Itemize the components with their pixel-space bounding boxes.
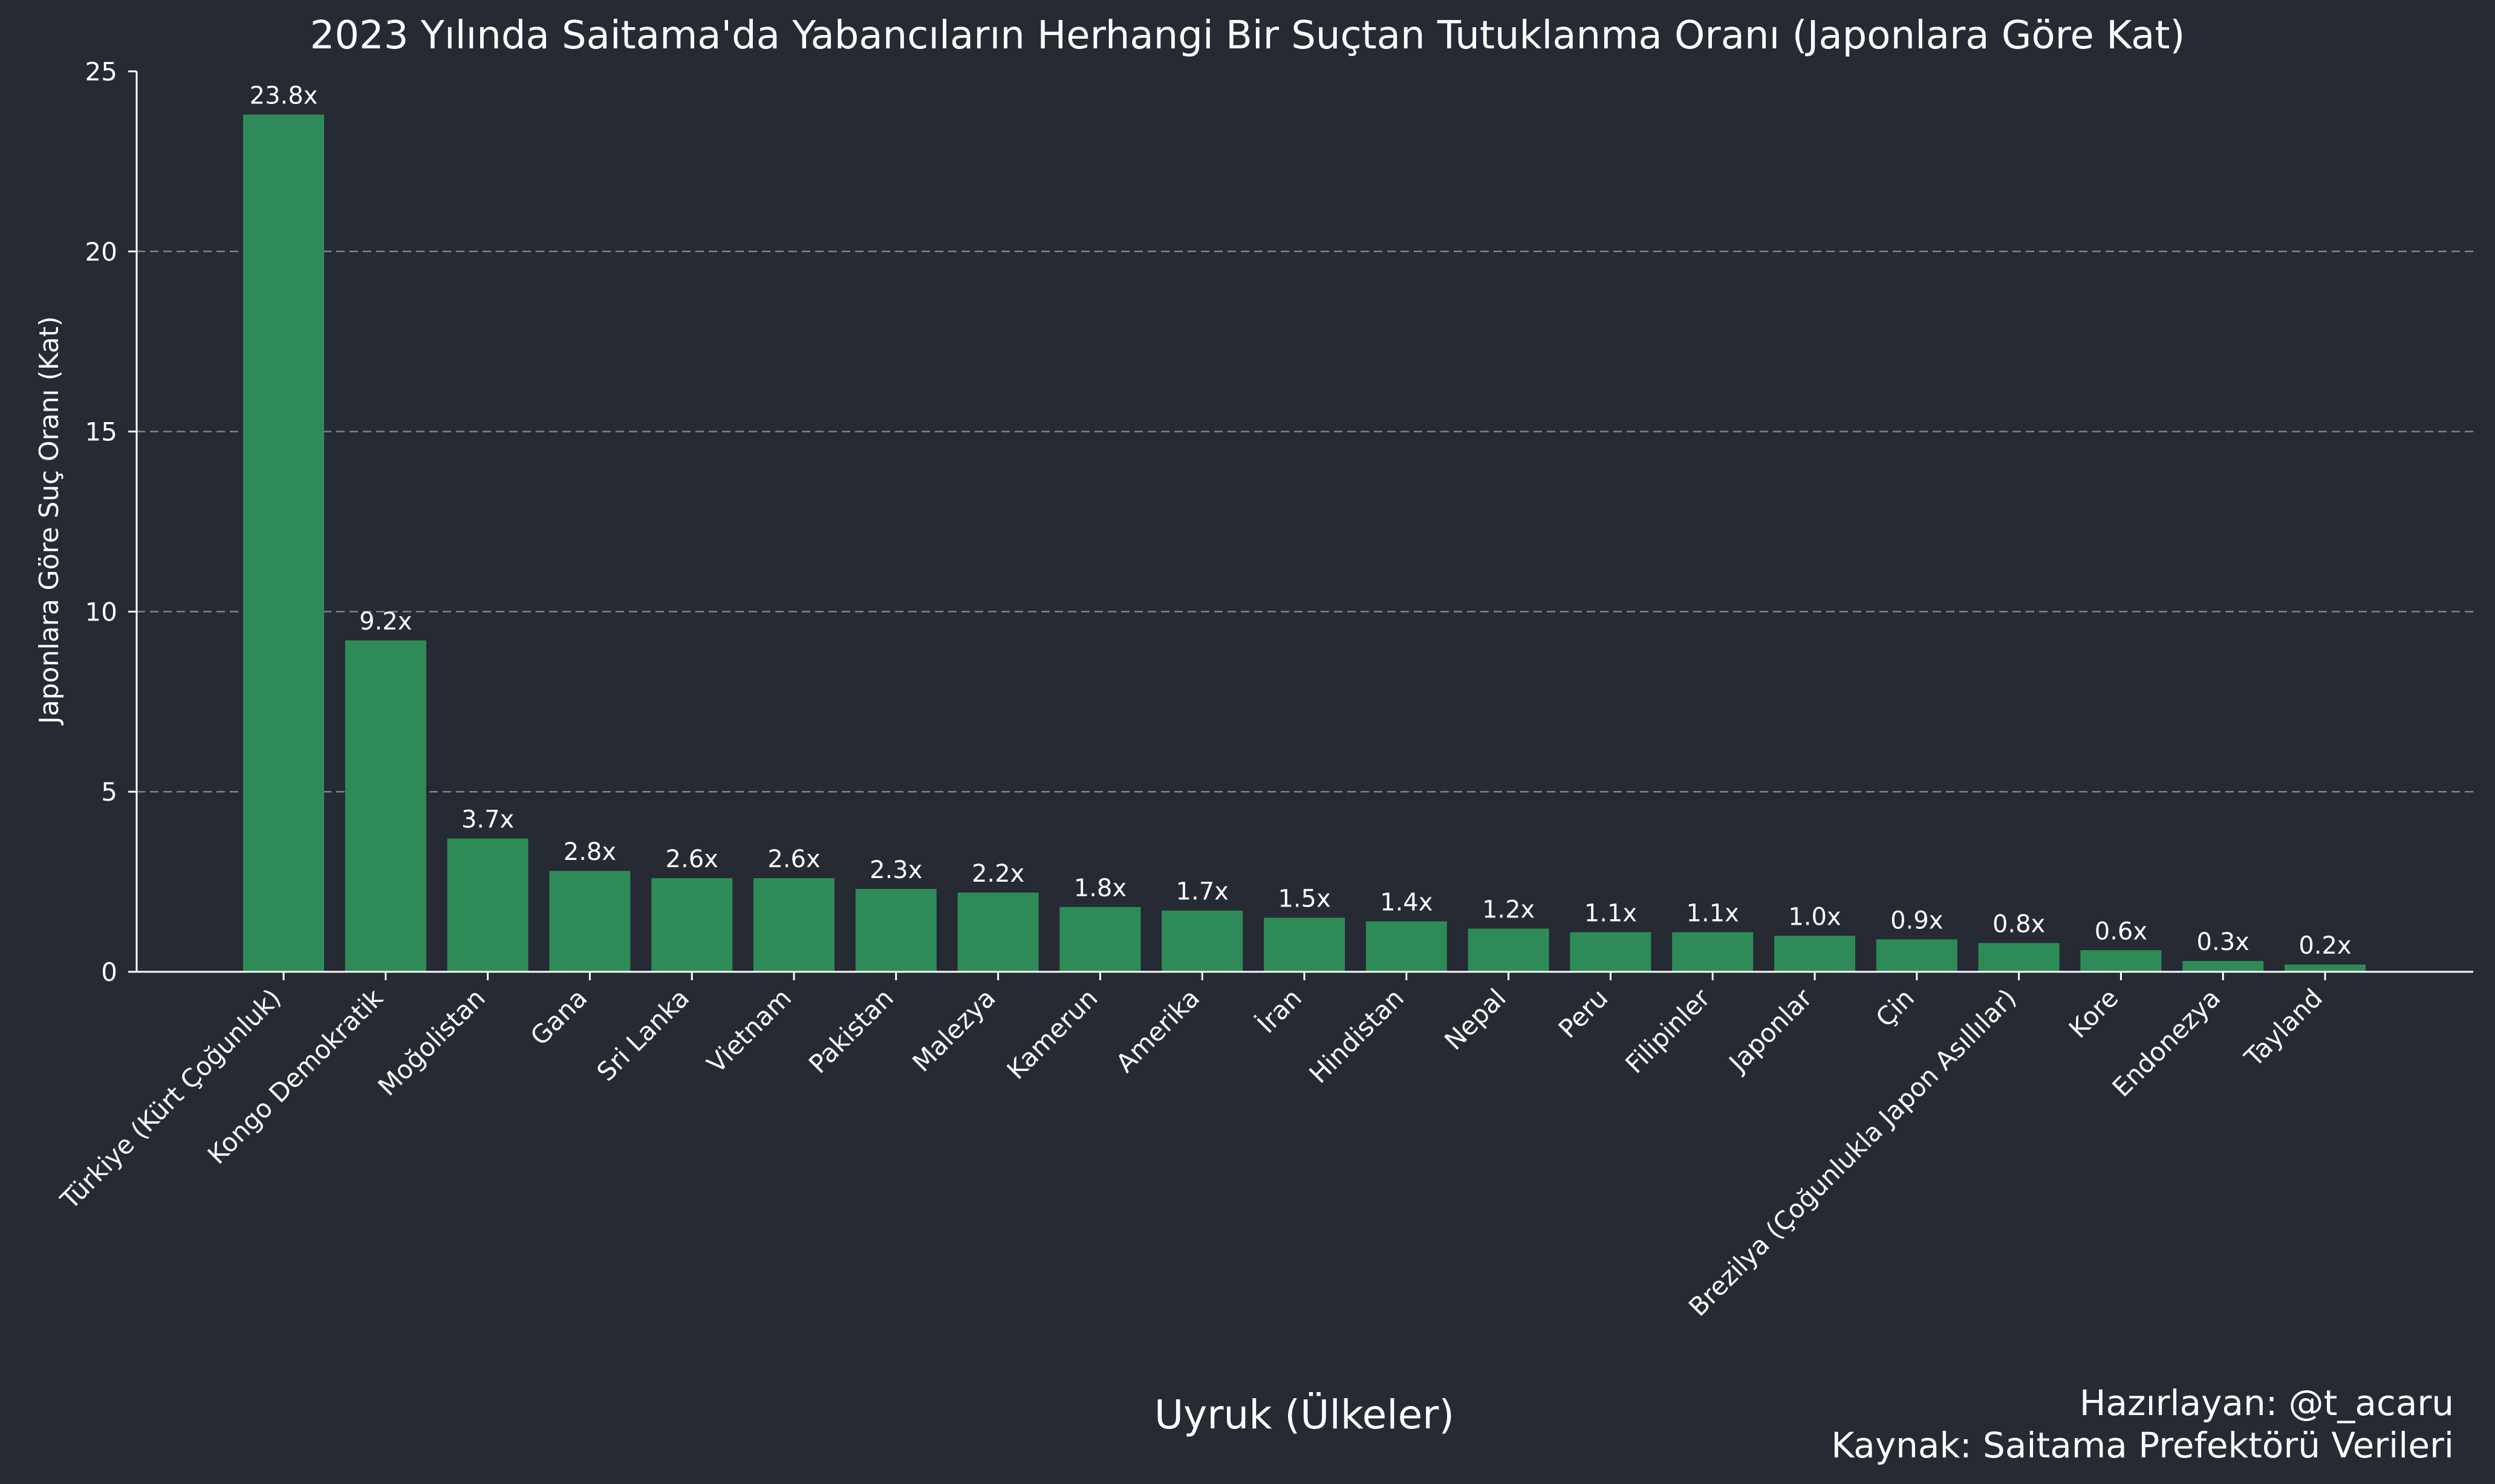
x-tick-label-11: Hindistan <box>1304 983 1410 1089</box>
gridlines <box>137 250 2473 793</box>
x-tick-label-7: Malezya <box>906 983 1001 1077</box>
y-tick-label-10: 10 <box>85 597 117 626</box>
bar-13 <box>1570 932 1651 972</box>
value-label-20: 0.2x <box>2298 932 2351 960</box>
bar-0 <box>243 114 324 972</box>
y-tick-label-15: 15 <box>85 417 117 447</box>
bar-4 <box>651 878 733 972</box>
y-ticks: 0 5 10 15 20 25 <box>85 57 137 987</box>
chart-title: 2023 Yılında Saitama'da Yabancıların Her… <box>310 13 2185 58</box>
x-tick-label-4: Sri Lanka <box>591 983 695 1087</box>
value-label-1: 9.2x <box>359 608 412 636</box>
x-tick-label-8: Kamerun <box>1001 983 1104 1085</box>
x-tick-label-15: Japonlar <box>1722 983 1818 1079</box>
y-tick-label-25: 25 <box>85 57 117 86</box>
value-label-4: 2.6x <box>666 845 718 873</box>
x-tick-label-9: Amerika <box>1110 983 1206 1078</box>
x-tick-label-17: Brezilya (Çoğunlukla Japon Asıllılar) <box>1683 983 2022 1322</box>
bar-17 <box>1978 943 2060 972</box>
value-label-2: 3.7x <box>461 806 514 834</box>
bar-10 <box>1264 917 1345 972</box>
value-label-19: 0.3x <box>2197 928 2249 956</box>
bar-16 <box>1876 939 1957 972</box>
bar-14 <box>1672 932 1754 972</box>
bar-2 <box>447 838 529 972</box>
value-label-3: 2.8x <box>564 838 616 866</box>
bar-11 <box>1365 921 1447 972</box>
source-credit: Kaynak: Saitama Prefektörü Verileri <box>1831 1425 2454 1466</box>
bar-5 <box>753 878 834 972</box>
bar-8 <box>1059 906 1141 972</box>
value-label-11: 1.4x <box>1380 889 1433 917</box>
x-tick-label-6: Pakistan <box>803 983 899 1079</box>
x-tick-label-18: Kore <box>2063 983 2124 1044</box>
value-label-9: 1.7x <box>1176 878 1229 906</box>
x-tick-label-19: Endonezya <box>2107 983 2227 1102</box>
axes <box>135 71 2473 973</box>
value-labels: 23.8x 9.2x 3.7x 2.8x 2.6x 2.6x 2.3x 2.2x 1.8x 1.7… <box>250 82 2352 960</box>
author-credit: Hazırlayan: @t_acaru <box>2080 1382 2454 1424</box>
value-label-5: 2.6x <box>767 845 820 873</box>
bars <box>243 114 2366 972</box>
value-label-10: 1.5x <box>1278 885 1330 913</box>
x-tick-label-12: Nepal <box>1439 983 1511 1055</box>
value-label-12: 1.2x <box>1482 896 1535 924</box>
x-tick-label-13: Peru <box>1553 983 1614 1044</box>
bar-7 <box>957 892 1039 972</box>
x-tick-label-2: Moğolistan <box>372 983 491 1101</box>
value-label-7: 2.2x <box>972 860 1024 888</box>
bar-3 <box>549 871 631 972</box>
bar-6 <box>855 889 937 972</box>
x-ticks: Türkiye (Kürt Çoğunluk)Kongo DemokratikM… <box>54 972 2328 1322</box>
x-tick-label-1: Kongo Demokratik <box>202 983 389 1170</box>
y-tick-label-20: 20 <box>85 237 117 267</box>
value-label-13: 1.1x <box>1584 899 1637 927</box>
y-tick-label-5: 5 <box>101 777 117 807</box>
bar-12 <box>1468 928 1549 972</box>
value-label-8: 1.8x <box>1074 874 1127 902</box>
value-label-0: 23.8x <box>250 82 318 109</box>
bar-9 <box>1162 910 1243 972</box>
bar-15 <box>1774 936 1855 972</box>
y-axis-label: Japonlara Göre Suç Oranı (Kat) <box>34 316 65 726</box>
value-label-15: 1.0x <box>1788 903 1841 931</box>
x-tick-label-3: Gana <box>525 983 593 1051</box>
bar-20 <box>2285 965 2366 972</box>
value-label-17: 0.8x <box>1992 910 2045 938</box>
x-tick-label-5: Vietnam <box>701 983 797 1078</box>
x-tick-label-10: İran <box>1251 983 1307 1039</box>
bar-1 <box>345 640 426 972</box>
value-label-14: 1.1x <box>1687 899 1739 927</box>
y-tick-label-0: 0 <box>101 957 117 987</box>
x-tick-label-20: Tayland <box>2239 983 2328 1072</box>
bar-19 <box>2182 961 2264 972</box>
x-tick-label-14: Filipinler <box>1619 983 1716 1079</box>
x-tick-label-16: Çin <box>1870 983 1919 1032</box>
value-label-18: 0.6x <box>2095 917 2147 945</box>
x-axis-label: Uyruk (Ülkeler) <box>1154 1391 1454 1438</box>
value-label-6: 2.3x <box>870 856 922 884</box>
bar-18 <box>2080 950 2162 972</box>
value-label-16: 0.9x <box>1890 906 1943 934</box>
